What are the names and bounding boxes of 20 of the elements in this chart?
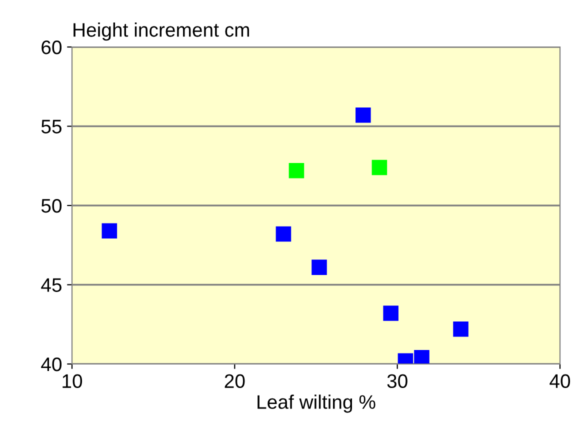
point (312, 260, 327, 275)
point (453, 321, 468, 337)
point (276, 226, 292, 242)
point (288, 162, 304, 178)
x-tick-label: 20 (224, 374, 245, 388)
y-tick-label: 60 (42, 40, 62, 54)
point (102, 223, 118, 238)
point (383, 306, 398, 321)
x-tick-label: 10 (62, 374, 82, 388)
point (372, 160, 388, 176)
y-tick-label: 45 (41, 278, 62, 292)
y-axis-title: Height increment cm (74, 22, 250, 41)
x-tick-label: 30 (387, 374, 408, 388)
x-axis-title: Leaf wilting % (258, 394, 376, 413)
y-tick-label: 50 (41, 198, 62, 213)
point (414, 350, 430, 364)
y-tick-label: 55 (41, 120, 62, 134)
point (356, 108, 371, 123)
y-tick-label: 40 (41, 357, 62, 372)
x-tick-label: 40 (550, 374, 570, 388)
